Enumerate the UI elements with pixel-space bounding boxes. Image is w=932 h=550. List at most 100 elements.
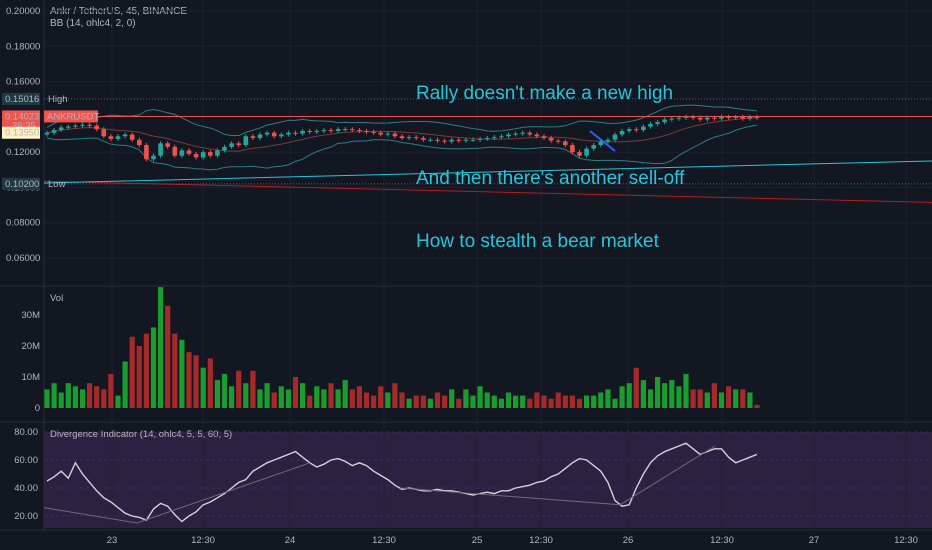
candle-body <box>122 134 128 137</box>
trend-lines <box>43 130 932 203</box>
candle-body <box>634 129 639 131</box>
candle-body <box>314 130 320 132</box>
volume-bar <box>321 389 327 408</box>
volume-bar <box>87 383 93 408</box>
candle-body <box>492 137 497 139</box>
oscillator-pane-label: Divergence Indicator (14, ohlc4, 5, 5, 6… <box>50 429 232 440</box>
candle-body <box>577 152 582 156</box>
candle-body <box>94 125 99 130</box>
osc-divergence-line <box>619 445 716 506</box>
candle-body <box>286 132 291 135</box>
volume-bar <box>491 395 497 408</box>
candle-body <box>548 138 554 141</box>
volume-bar <box>655 377 661 408</box>
volume-bar <box>434 392 441 408</box>
volume-bar <box>278 386 284 408</box>
volume-bar <box>612 398 618 408</box>
bb-lower <box>46 124 758 171</box>
time-tick-label: 24 <box>285 535 296 546</box>
candle-body <box>726 116 731 118</box>
osc-divergence-line <box>399 487 621 506</box>
candle-body <box>747 116 753 119</box>
candle-body <box>584 148 589 156</box>
volume-bar <box>243 383 249 408</box>
candle-body <box>435 139 440 141</box>
volume-bar <box>385 392 391 408</box>
osc-pane-background <box>44 432 932 528</box>
volume-bar <box>584 395 590 408</box>
candle-body <box>350 129 355 131</box>
volume-bar <box>143 333 149 408</box>
volume-bar <box>541 395 547 408</box>
candle-body <box>186 150 192 154</box>
volume-bar <box>257 389 263 408</box>
time-tick-label: 12:30 <box>894 535 918 546</box>
volume-bar <box>207 358 213 408</box>
volume-bar <box>733 389 739 408</box>
volume-bar <box>633 367 639 408</box>
volume-bar <box>229 386 235 408</box>
volume-bar <box>300 383 306 408</box>
candle-body <box>321 130 327 132</box>
volume-bar <box>498 398 504 408</box>
candle-body <box>591 145 596 149</box>
volume-bar <box>626 383 632 408</box>
time-tick-label: 26 <box>623 535 634 546</box>
candle-body <box>222 146 227 151</box>
time-axis: 23 12:30 24 12:30 25 12:30 26 12:30 27 12:30 <box>107 535 918 546</box>
volume-bar <box>250 370 256 408</box>
oscillator-axis: 80.00 60.00 40.00 20.00 <box>14 427 38 522</box>
candle-body <box>371 131 376 133</box>
volume-bar <box>534 392 540 408</box>
candle-body <box>328 130 334 132</box>
candle-body <box>300 130 305 134</box>
candle-body <box>137 139 142 146</box>
candle-body <box>705 117 710 120</box>
candle-body <box>669 118 675 120</box>
candle-body <box>605 139 611 142</box>
candle-body <box>527 132 533 135</box>
candle-body <box>392 133 398 137</box>
volume-tick-label: 20M <box>22 341 41 352</box>
time-tick-label: 12:30 <box>372 535 396 546</box>
volume-bar <box>647 389 654 408</box>
volume-bar <box>236 370 242 408</box>
volume-bar <box>150 327 157 408</box>
candle-body <box>754 116 760 118</box>
candle-body <box>165 143 170 147</box>
candle-body <box>87 124 92 126</box>
bb-basis <box>46 117 758 152</box>
candle-body <box>208 152 213 156</box>
candle-body <box>421 138 426 140</box>
volume-bar <box>51 383 57 408</box>
volume-bar <box>406 398 412 408</box>
volume-pane-label: Vol <box>50 293 63 304</box>
price-tick-label: 0.06000 <box>6 253 40 264</box>
price-tick-label: 0.08000 <box>6 218 40 229</box>
high-tag-bg <box>2 92 40 105</box>
volume-bar <box>619 386 625 408</box>
volume-bar <box>605 389 611 408</box>
candle-body <box>449 139 454 142</box>
candle-body <box>463 139 469 141</box>
volume-bar <box>108 373 114 408</box>
candle-body <box>378 132 383 135</box>
volume-bar <box>555 392 561 408</box>
volume-bar <box>662 383 668 408</box>
candle-body <box>563 141 568 146</box>
volume-bar <box>314 386 320 408</box>
volume-bar <box>356 386 362 408</box>
volume-bar <box>548 398 554 408</box>
volume-bar <box>569 395 575 408</box>
osc-divergence-line <box>43 507 138 524</box>
price-tick-label: 0.18000 <box>6 41 40 52</box>
candle-body <box>215 150 220 156</box>
volume-bar <box>484 392 490 408</box>
volume-bar <box>94 386 100 408</box>
bb-basis-tag-bg <box>2 126 40 139</box>
candle-body <box>144 145 149 160</box>
volume-bar <box>136 346 142 408</box>
low-tag-value: 0.10200 <box>5 179 39 190</box>
candle-body <box>243 136 249 146</box>
